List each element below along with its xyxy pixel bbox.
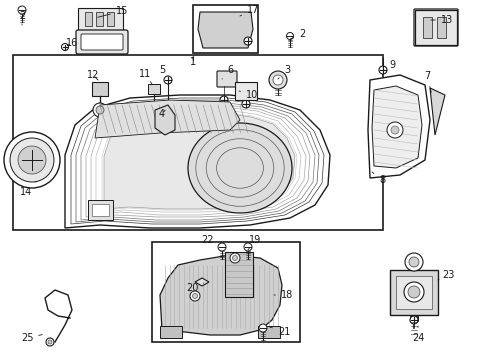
Circle shape bbox=[46, 338, 54, 346]
Circle shape bbox=[218, 243, 225, 251]
Bar bbox=[84, 12, 91, 26]
Polygon shape bbox=[367, 75, 429, 178]
Circle shape bbox=[4, 132, 60, 188]
Text: 16: 16 bbox=[66, 38, 78, 48]
Circle shape bbox=[272, 75, 283, 85]
Bar bbox=[414, 10, 456, 45]
Circle shape bbox=[408, 257, 418, 267]
Circle shape bbox=[268, 71, 286, 89]
Bar bbox=[88, 200, 113, 220]
Circle shape bbox=[259, 324, 266, 332]
Bar bbox=[92, 82, 108, 96]
Circle shape bbox=[18, 146, 46, 174]
Bar bbox=[13, 55, 382, 230]
Circle shape bbox=[229, 253, 240, 263]
Bar bbox=[160, 326, 182, 338]
Circle shape bbox=[10, 138, 54, 182]
Text: 14: 14 bbox=[20, 182, 36, 197]
Text: 12: 12 bbox=[87, 70, 99, 80]
Text: 21: 21 bbox=[269, 327, 289, 337]
Bar bbox=[235, 82, 257, 100]
Text: 6: 6 bbox=[222, 65, 233, 79]
Polygon shape bbox=[195, 278, 208, 286]
Text: 2: 2 bbox=[19, 11, 25, 25]
Bar bbox=[395, 276, 431, 309]
Circle shape bbox=[390, 126, 398, 134]
Circle shape bbox=[404, 253, 422, 271]
Polygon shape bbox=[95, 100, 240, 138]
Text: 3: 3 bbox=[278, 65, 289, 79]
Text: 15: 15 bbox=[98, 6, 128, 17]
Polygon shape bbox=[371, 86, 421, 168]
Circle shape bbox=[93, 103, 107, 117]
Bar bbox=[152, 242, 299, 342]
Circle shape bbox=[244, 37, 251, 45]
Text: 24: 24 bbox=[411, 326, 423, 343]
Text: 20: 20 bbox=[185, 283, 203, 293]
Bar bbox=[148, 84, 160, 94]
Circle shape bbox=[192, 293, 197, 298]
Bar bbox=[224, 252, 252, 297]
Text: 9: 9 bbox=[382, 60, 394, 70]
Bar bbox=[258, 326, 280, 338]
Text: 2: 2 bbox=[290, 29, 305, 39]
Polygon shape bbox=[155, 105, 175, 135]
FancyBboxPatch shape bbox=[81, 34, 123, 50]
Circle shape bbox=[61, 44, 68, 50]
Text: 25: 25 bbox=[20, 333, 42, 343]
Circle shape bbox=[286, 32, 293, 40]
Text: 18: 18 bbox=[273, 290, 292, 300]
Text: 19: 19 bbox=[247, 235, 261, 250]
FancyBboxPatch shape bbox=[217, 71, 237, 87]
Bar bbox=[436, 17, 445, 38]
Circle shape bbox=[18, 6, 26, 14]
Bar bbox=[107, 12, 114, 26]
Circle shape bbox=[242, 100, 249, 108]
Circle shape bbox=[378, 66, 386, 74]
Ellipse shape bbox=[187, 123, 291, 213]
Circle shape bbox=[386, 122, 402, 138]
Text: 23: 23 bbox=[437, 270, 453, 280]
Text: 8: 8 bbox=[371, 172, 384, 185]
Text: 10: 10 bbox=[239, 90, 258, 100]
Text: 13: 13 bbox=[430, 15, 452, 25]
Circle shape bbox=[148, 104, 160, 116]
Circle shape bbox=[407, 286, 419, 298]
Bar bbox=[78, 8, 123, 30]
Circle shape bbox=[163, 76, 172, 84]
Circle shape bbox=[403, 282, 423, 302]
FancyBboxPatch shape bbox=[76, 30, 128, 54]
Polygon shape bbox=[104, 113, 294, 209]
Circle shape bbox=[190, 291, 200, 301]
Circle shape bbox=[48, 340, 52, 344]
Text: 17: 17 bbox=[240, 5, 259, 16]
Text: 7: 7 bbox=[423, 71, 430, 92]
Bar bbox=[409, 316, 417, 321]
Bar bbox=[96, 12, 102, 26]
Text: 5: 5 bbox=[159, 65, 168, 76]
Text: 1: 1 bbox=[189, 57, 196, 67]
Text: 11: 11 bbox=[139, 69, 152, 84]
Polygon shape bbox=[160, 255, 282, 335]
Circle shape bbox=[409, 316, 417, 324]
Bar bbox=[389, 270, 437, 315]
Text: 22: 22 bbox=[202, 235, 219, 247]
Bar bbox=[193, 5, 258, 53]
Polygon shape bbox=[198, 12, 252, 48]
Polygon shape bbox=[429, 88, 444, 135]
Circle shape bbox=[232, 256, 237, 261]
Bar bbox=[92, 204, 109, 216]
Circle shape bbox=[220, 96, 227, 104]
Circle shape bbox=[272, 75, 283, 85]
Circle shape bbox=[96, 106, 104, 114]
Bar bbox=[423, 17, 431, 38]
Circle shape bbox=[244, 243, 251, 251]
Text: 4: 4 bbox=[159, 109, 165, 119]
